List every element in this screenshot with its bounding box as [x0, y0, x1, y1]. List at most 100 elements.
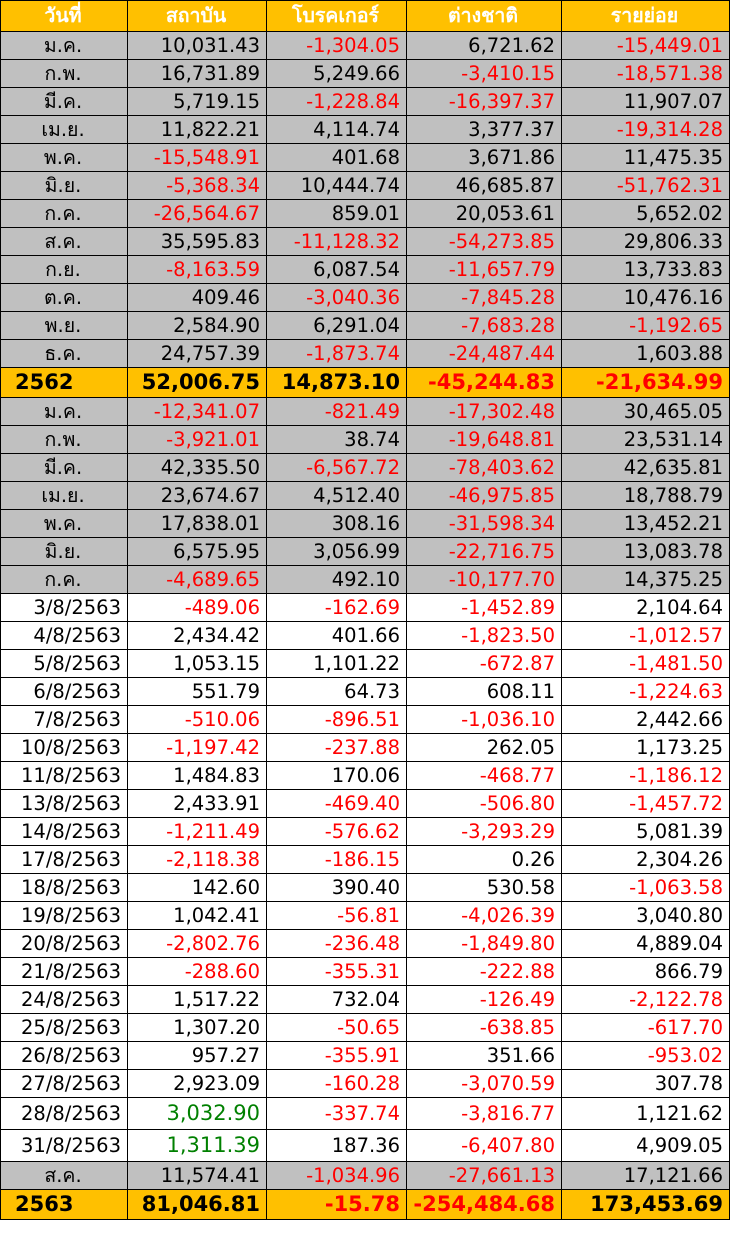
retail-value: -19,314.28 [561, 115, 730, 144]
broker-value: -56.81 [266, 901, 407, 930]
row-label: 25/8/2563 [0, 1013, 128, 1042]
row-label: 3/8/2563 [0, 593, 128, 622]
broker-value: 64.73 [266, 677, 407, 706]
foreign-value: -638.85 [406, 1013, 562, 1042]
row-label: 28/8/2563 [0, 1097, 128, 1130]
retail-value: -2,122.78 [561, 985, 730, 1014]
broker-value: -186.15 [266, 845, 407, 874]
row-label: มี.ค. [0, 453, 128, 482]
month-row: มี.ค. 5,719.15 -1,228.84 -16,397.37 11,907.0… [0, 87, 730, 116]
retail-value: 307.78 [561, 1069, 730, 1098]
month-row: เม.ย. 11,822.21 4,114.74 3,377.37 -19,314.28 [0, 115, 730, 144]
retail-value: 4,909.05 [561, 1129, 730, 1162]
month-row: ก.ค. -4,689.65 492.10 -10,177.70 14,375.25 [0, 565, 730, 594]
month-row: ก.ค. -26,564.67 859.01 20,053.61 5,652.02 [0, 199, 730, 228]
broker-value: -896.51 [266, 705, 407, 734]
retail-value: 14,375.25 [561, 565, 730, 594]
row-label: 7/8/2563 [0, 705, 128, 734]
row-label: 19/8/2563 [0, 901, 128, 930]
institution-value: -1,197.42 [127, 733, 267, 762]
institution-value: 3,032.90 [127, 1097, 267, 1130]
table-row: 25/8/2563 1,307.20 -50.65 -638.85 -617.70 [0, 1013, 730, 1042]
foreign-value: -3,070.59 [406, 1069, 562, 1098]
institution-value: 11,822.21 [127, 115, 267, 144]
row-label: 20/8/2563 [0, 929, 128, 958]
table-row: 7/8/2563 -510.06 -896.51 -1,036.10 2,442.66 [0, 705, 730, 734]
foreign-value: 351.66 [406, 1041, 562, 1070]
row-label: 27/8/2563 [0, 1069, 128, 1098]
retail-value: -617.70 [561, 1013, 730, 1042]
broker-value: 6,087.54 [266, 255, 407, 284]
month-row: มี.ค. 42,335.50 -6,567.72 -78,403.62 42,635.… [0, 453, 730, 482]
institution-value: 2,434.42 [127, 621, 267, 650]
broker-value: -236.48 [266, 929, 407, 958]
retail-value: 2,104.64 [561, 593, 730, 622]
foreign-value: -10,177.70 [406, 565, 562, 594]
row-label: ม.ค. [0, 31, 128, 60]
institution-value: 42,335.50 [127, 453, 267, 482]
month-row: มิ.ย. -5,368.34 10,444.74 46,685.87 -51,762.… [0, 171, 730, 200]
institution-value: 81,046.81 [127, 1189, 267, 1220]
retail-value: -953.02 [561, 1041, 730, 1070]
table-row: 6/8/2563 551.79 64.73 608.11 -1,224.63 [0, 677, 730, 706]
broker-value: -15.78 [266, 1189, 407, 1220]
row-label: 24/8/2563 [0, 985, 128, 1014]
retail-value: 10,476.16 [561, 283, 730, 312]
foreign-value: -1,823.50 [406, 621, 562, 650]
broker-value: 308.16 [266, 509, 407, 538]
foreign-value: -45,244.83 [406, 367, 562, 398]
table-row: 11/8/2563 1,484.83 170.06 -468.77 -1,186.12 [0, 761, 730, 790]
broker-value: -162.69 [266, 593, 407, 622]
retail-value: -51,762.31 [561, 171, 730, 200]
foreign-value: 6,721.62 [406, 31, 562, 60]
institution-value: -4,689.65 [127, 565, 267, 594]
investor-flow-table: วันที่ สถาบัน โบรคเกอร์ ต่างชาติ รายย่อย… [0, 0, 730, 1220]
foreign-value: -1,036.10 [406, 705, 562, 734]
broker-value: 10,444.74 [266, 171, 407, 200]
broker-value: -237.88 [266, 733, 407, 762]
institution-value: 23,674.67 [127, 481, 267, 510]
retail-value: 18,788.79 [561, 481, 730, 510]
broker-value: -50.65 [266, 1013, 407, 1042]
foreign-value: -22,716.75 [406, 537, 562, 566]
header-foreign: ต่างชาติ [406, 0, 562, 32]
institution-value: 409.46 [127, 283, 267, 312]
retail-value: 42,635.81 [561, 453, 730, 482]
institution-value: 24,757.39 [127, 339, 267, 368]
row-label: 5/8/2563 [0, 649, 128, 678]
institution-value: 11,574.41 [127, 1161, 267, 1190]
month-row: ม.ค. -12,341.07 -821.49 -17,302.48 30,465.05 [0, 397, 730, 426]
broker-value: -355.91 [266, 1041, 407, 1070]
broker-value: -6,567.72 [266, 453, 407, 482]
institution-value: -2,802.76 [127, 929, 267, 958]
row-label: เม.ย. [0, 115, 128, 144]
row-label: ส.ค. [0, 1161, 128, 1190]
month-row: มิ.ย. 6,575.95 3,056.99 -22,716.75 13,083.78 [0, 537, 730, 566]
retail-value: 11,475.35 [561, 143, 730, 172]
broker-value: 170.06 [266, 761, 407, 790]
broker-value: -1,228.84 [266, 87, 407, 116]
retail-value: 13,452.21 [561, 509, 730, 538]
institution-value: 1,311.39 [127, 1129, 267, 1162]
institution-value: 142.60 [127, 873, 267, 902]
table-row: 20/8/2563 -2,802.76 -236.48 -1,849.80 4,889.… [0, 929, 730, 958]
institution-value: -15,548.91 [127, 143, 267, 172]
row-label: ม.ค. [0, 397, 128, 426]
table-row: 27/8/2563 2,923.09 -160.28 -3,070.59 307.78 [0, 1069, 730, 1098]
foreign-value: -54,273.85 [406, 227, 562, 256]
broker-value: 6,291.04 [266, 311, 407, 340]
foreign-value: -506.80 [406, 789, 562, 818]
broker-value: 4,512.40 [266, 481, 407, 510]
retail-value: -1,192.65 [561, 311, 730, 340]
foreign-value: -46,975.85 [406, 481, 562, 510]
foreign-value: -16,397.37 [406, 87, 562, 116]
broker-value: -337.74 [266, 1097, 407, 1130]
month-row: ม.ค. 10,031.43 -1,304.05 6,721.62 -15,449.01 [0, 31, 730, 60]
month-row: ธ.ค. 24,757.39 -1,873.74 -24,487.44 1,603.88 [0, 339, 730, 368]
institution-value: 6,575.95 [127, 537, 267, 566]
institution-value: -8,163.59 [127, 255, 267, 284]
row-label: 10/8/2563 [0, 733, 128, 762]
institution-value: 1,517.22 [127, 985, 267, 1014]
header-row: วันที่ สถาบัน โบรคเกอร์ ต่างชาติ รายย่อย [0, 0, 730, 32]
row-label: มิ.ย. [0, 171, 128, 200]
